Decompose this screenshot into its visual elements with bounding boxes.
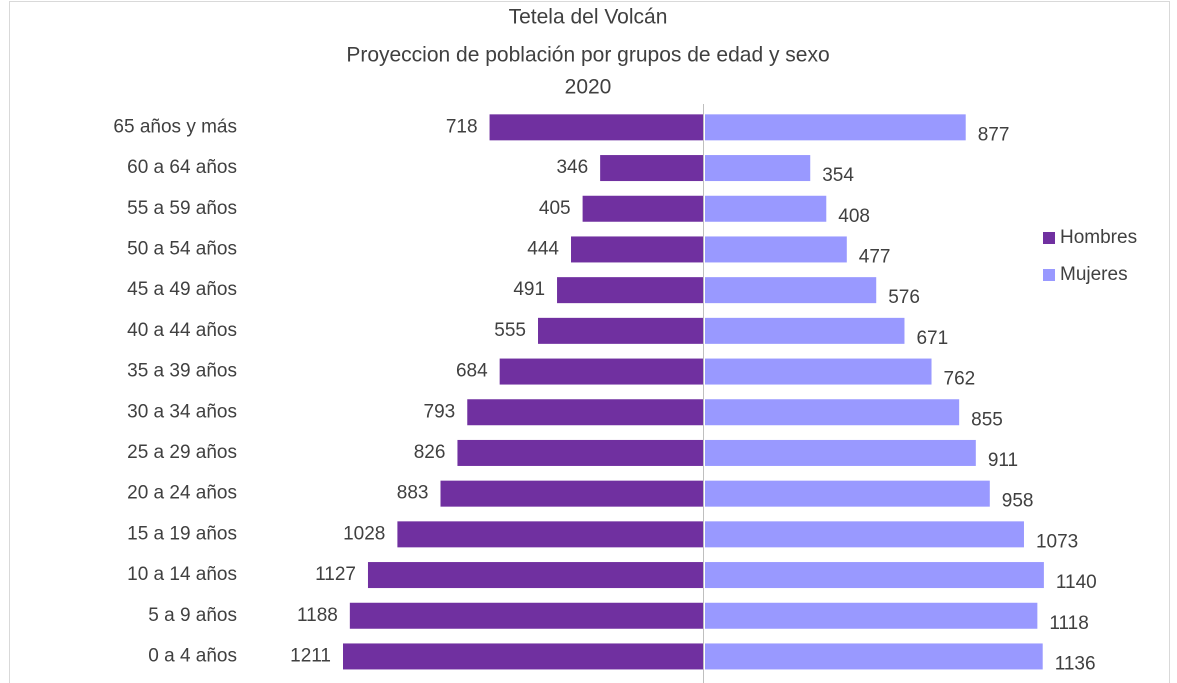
chart-title: Tetela del Volcán bbox=[509, 6, 668, 29]
data-label: 911 bbox=[988, 450, 1018, 471]
bar bbox=[705, 114, 966, 141]
bar bbox=[397, 521, 703, 548]
bar bbox=[705, 480, 990, 507]
data-label: 1028 bbox=[343, 523, 385, 544]
data-label: 1118 bbox=[1049, 613, 1088, 634]
data-label: 491 bbox=[513, 279, 545, 300]
legend-label: Mujeres bbox=[1060, 264, 1128, 285]
y-tick-label: 55 a 59 años bbox=[127, 198, 237, 219]
bar bbox=[705, 155, 811, 182]
data-label: 408 bbox=[838, 206, 870, 227]
bar bbox=[705, 236, 847, 263]
bar bbox=[440, 480, 703, 507]
bar bbox=[705, 643, 1043, 670]
data-label: 444 bbox=[527, 238, 559, 259]
y-tick-label: 65 años y más bbox=[113, 116, 237, 137]
data-label: 1211 bbox=[290, 645, 331, 666]
bar bbox=[705, 317, 905, 344]
data-label: 354 bbox=[822, 165, 854, 186]
data-label: 555 bbox=[494, 320, 526, 341]
y-tick-label: 40 a 44 años bbox=[127, 320, 237, 341]
bar bbox=[571, 236, 703, 263]
bar bbox=[600, 155, 703, 182]
data-label: 346 bbox=[556, 157, 588, 178]
data-label: 1188 bbox=[297, 605, 338, 626]
legend-swatch bbox=[1043, 232, 1055, 244]
bar bbox=[705, 399, 960, 426]
data-label: 1136 bbox=[1055, 653, 1096, 674]
bar bbox=[499, 358, 703, 385]
data-label: 718 bbox=[446, 116, 478, 137]
y-tick-label: 20 a 24 años bbox=[127, 483, 237, 504]
y-tick-label: 35 a 39 años bbox=[127, 361, 237, 382]
y-tick-label: 5 a 9 años bbox=[148, 605, 237, 626]
data-label: 1073 bbox=[1036, 531, 1078, 552]
bar bbox=[705, 562, 1044, 589]
data-label: 877 bbox=[978, 124, 1010, 145]
data-label: 826 bbox=[414, 442, 446, 463]
y-tick-label: 15 a 19 años bbox=[127, 523, 237, 544]
bar bbox=[705, 277, 877, 304]
data-label: 576 bbox=[888, 287, 920, 308]
bar bbox=[705, 439, 976, 466]
data-label: 671 bbox=[916, 328, 948, 349]
data-label: 793 bbox=[424, 401, 456, 422]
chart-year: 2020 bbox=[565, 76, 612, 99]
y-tick-label: 50 a 54 años bbox=[127, 238, 237, 259]
data-label: 1127 bbox=[315, 564, 356, 585]
data-label: 1140 bbox=[1056, 572, 1097, 593]
bar bbox=[705, 521, 1024, 548]
bar bbox=[582, 195, 703, 222]
y-tick-label: 10 a 14 años bbox=[127, 564, 237, 585]
data-label: 958 bbox=[1002, 491, 1034, 512]
legend-swatch bbox=[1043, 269, 1055, 281]
y-tick-label: 60 a 64 años bbox=[127, 157, 237, 178]
data-label: 883 bbox=[397, 483, 429, 504]
data-label: 477 bbox=[859, 246, 891, 267]
bar bbox=[538, 317, 703, 344]
data-label: 684 bbox=[456, 361, 488, 382]
y-tick-label: 0 a 4 años bbox=[148, 645, 237, 666]
bar bbox=[705, 358, 932, 385]
bar bbox=[557, 277, 703, 304]
bar bbox=[349, 602, 703, 629]
bar bbox=[705, 602, 1038, 629]
y-tick-label: 45 a 49 años bbox=[127, 279, 237, 300]
bar bbox=[705, 195, 827, 222]
y-tick-label: 25 a 29 años bbox=[127, 442, 237, 463]
data-label: 405 bbox=[539, 198, 571, 219]
chart-frame bbox=[9, 1, 1170, 683]
bar bbox=[489, 114, 703, 141]
bar bbox=[367, 562, 703, 589]
data-label: 855 bbox=[971, 409, 1003, 430]
bar bbox=[457, 439, 703, 466]
data-label: 762 bbox=[944, 369, 976, 390]
bar bbox=[467, 399, 703, 426]
legend-label: Hombres bbox=[1060, 227, 1137, 248]
chart-subtitle: Proyeccion de población por grupos de ed… bbox=[346, 44, 829, 67]
bar bbox=[343, 643, 703, 670]
y-tick-label: 30 a 34 años bbox=[127, 401, 237, 422]
